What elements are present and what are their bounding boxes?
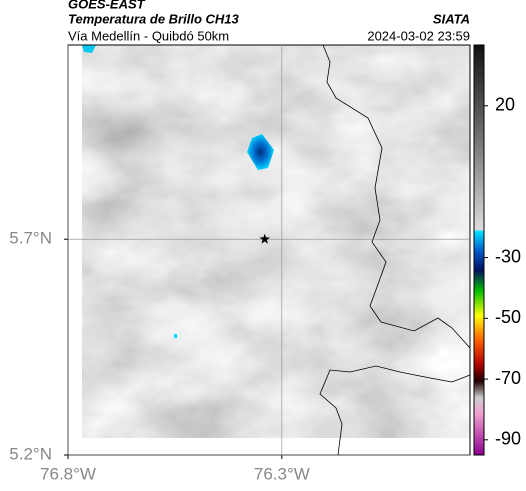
colorbar-label: 20: [495, 94, 515, 114]
colorbar-label: -30: [495, 246, 521, 266]
timestamp: 2024-03-02 23:59: [367, 28, 470, 43]
colorbar-label: -50: [495, 307, 521, 327]
cold-cloud: [82, 45, 96, 53]
boundary: [322, 44, 471, 349]
x-tick-label: 76.8°W: [40, 464, 96, 483]
colorbar-label: -90: [495, 429, 521, 449]
cold-cloud: [174, 334, 177, 338]
title: GOES-EAST: [68, 0, 146, 11]
imagery: [82, 45, 470, 438]
region: Vía Medellín - Quibdó 50km: [68, 28, 229, 43]
location-marker: [259, 233, 270, 244]
subtitle: Temperatura de Brillo CH13: [68, 11, 240, 26]
map-area: [67, 44, 471, 456]
cold-cloud: [247, 134, 274, 170]
x-tick-label: 76.3°W: [254, 464, 310, 483]
y-tick-label: 5.7°N: [9, 229, 52, 248]
boundary: [319, 365, 471, 456]
colorbar-label: -70: [495, 368, 521, 388]
y-tick-label: 5.2°N: [9, 444, 52, 463]
source: SIATA: [433, 11, 470, 26]
colorbar: [473, 44, 485, 456]
